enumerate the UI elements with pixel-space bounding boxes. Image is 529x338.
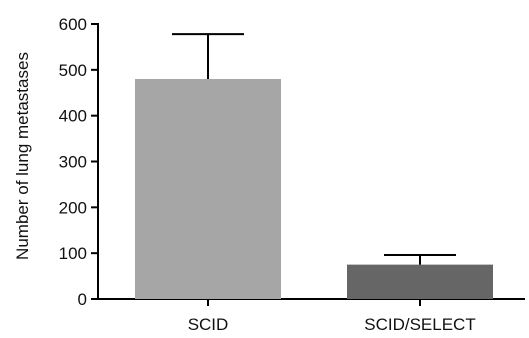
x-tick-label: SCID/SELECT — [364, 315, 475, 334]
x-tick-label: SCID — [188, 315, 229, 334]
y-tick-label: 600 — [59, 15, 87, 34]
y-tick-label: 400 — [59, 107, 87, 126]
error-bars — [172, 33, 456, 265]
y-tick-label: 100 — [59, 244, 87, 263]
bar-scid — [135, 79, 281, 299]
y-tick-label: 300 — [59, 153, 87, 172]
axes: 0 100 200 300 400 500 600 SCID SCID/SELECT — [59, 15, 525, 334]
y-tick-label: 500 — [59, 61, 87, 80]
bar-scid-select — [347, 264, 493, 299]
y-tick-label: 200 — [59, 198, 87, 217]
y-tick-label: 0 — [78, 290, 87, 309]
bars — [135, 79, 493, 299]
y-axis-label: Number of lung metastases — [13, 52, 32, 260]
